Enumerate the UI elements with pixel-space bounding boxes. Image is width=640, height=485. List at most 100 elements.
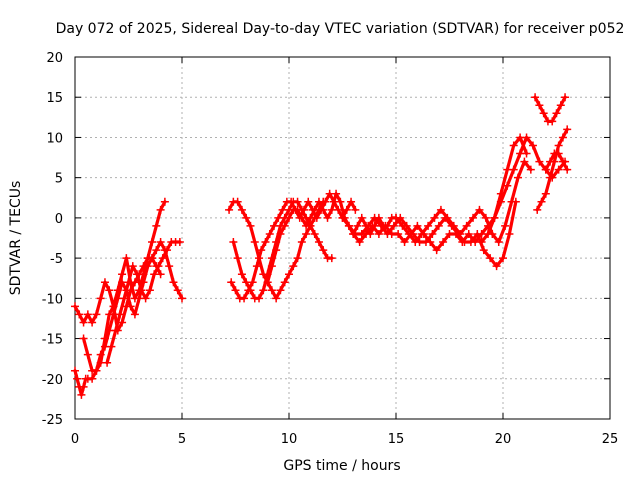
data-series — [103, 238, 184, 367]
y-tick-label: 15 — [46, 91, 63, 106]
y-tick-label: -15 — [42, 333, 63, 348]
data-point — [152, 246, 161, 255]
data-point — [398, 221, 407, 230]
data-point — [426, 238, 435, 247]
data-point — [302, 221, 311, 230]
data-point — [443, 213, 452, 222]
data-point — [261, 238, 270, 247]
data-point — [242, 278, 251, 287]
data-point — [439, 238, 448, 247]
data-point — [351, 205, 360, 214]
data-point — [272, 246, 281, 255]
data-point — [255, 254, 264, 263]
data-point — [237, 270, 246, 279]
y-tick-label: 10 — [46, 131, 63, 146]
data-point — [118, 270, 127, 279]
data-point — [276, 286, 285, 295]
data-point — [319, 246, 328, 255]
data-point — [520, 157, 529, 166]
data-point — [516, 149, 525, 158]
data-point — [424, 221, 433, 230]
data-point — [513, 173, 522, 182]
data-point — [563, 165, 572, 174]
data-point — [156, 238, 165, 247]
y-tick-label: -25 — [42, 413, 63, 428]
data-series — [541, 149, 572, 174]
data-point — [178, 294, 186, 303]
data-point — [79, 318, 88, 327]
data-point — [169, 278, 178, 287]
series-trace — [394, 160, 533, 244]
data-point — [163, 246, 172, 255]
data-point — [528, 141, 537, 150]
data-point — [107, 342, 116, 351]
data-point — [432, 246, 441, 255]
data-point — [128, 262, 137, 271]
data-point — [120, 294, 129, 303]
data-point — [344, 221, 353, 230]
data-point — [499, 254, 507, 263]
data-point — [490, 213, 499, 222]
data-point — [314, 238, 323, 247]
data-point — [227, 278, 236, 287]
data-point — [501, 221, 510, 230]
data-point — [100, 278, 109, 287]
data-point — [71, 302, 79, 311]
data-point — [413, 221, 422, 230]
data-point — [280, 278, 289, 287]
data-point — [229, 238, 238, 247]
data-point — [122, 254, 131, 263]
data-point — [272, 294, 281, 303]
data-point — [456, 229, 465, 238]
data-point — [434, 221, 443, 230]
data-point — [449, 221, 458, 230]
data-point — [355, 238, 364, 247]
data-point — [533, 205, 542, 214]
data-point — [92, 310, 101, 319]
x-tick-label: 5 — [178, 432, 186, 447]
data-series — [392, 157, 535, 247]
data-point — [83, 310, 92, 319]
data-point — [484, 229, 493, 238]
data-point — [314, 197, 323, 206]
data-point — [240, 294, 249, 303]
data-point — [486, 254, 495, 263]
data-point — [389, 221, 398, 230]
data-point — [246, 286, 255, 295]
data-series — [83, 238, 186, 383]
data-point — [537, 197, 546, 206]
data-series — [225, 197, 328, 303]
data-point — [338, 213, 347, 222]
data-point — [111, 326, 120, 335]
data-point — [77, 390, 86, 399]
data-point — [327, 205, 336, 214]
data-point — [148, 254, 157, 263]
data-point — [302, 229, 311, 238]
data-point — [293, 197, 302, 206]
data-point — [428, 229, 437, 238]
data-point — [285, 270, 293, 279]
data-point — [526, 165, 535, 174]
data-point — [276, 229, 285, 238]
data-point — [392, 213, 400, 222]
data-point — [394, 229, 403, 238]
data-point — [400, 238, 409, 247]
series-trace — [535, 127, 569, 212]
data-point — [73, 374, 82, 383]
data-point — [158, 254, 167, 263]
data-point — [462, 221, 471, 230]
data-point — [464, 229, 473, 238]
data-point — [563, 125, 572, 134]
data-series — [531, 93, 570, 126]
data-point — [103, 358, 112, 367]
data-point — [263, 278, 272, 287]
data-point — [417, 229, 426, 238]
data-point — [310, 229, 319, 238]
y-tick-label: 5 — [55, 172, 63, 187]
data-point — [558, 157, 567, 166]
data-point — [289, 262, 298, 271]
data-point — [492, 262, 501, 271]
data-series — [533, 125, 572, 214]
data-point — [225, 205, 234, 214]
data-point — [477, 238, 486, 247]
